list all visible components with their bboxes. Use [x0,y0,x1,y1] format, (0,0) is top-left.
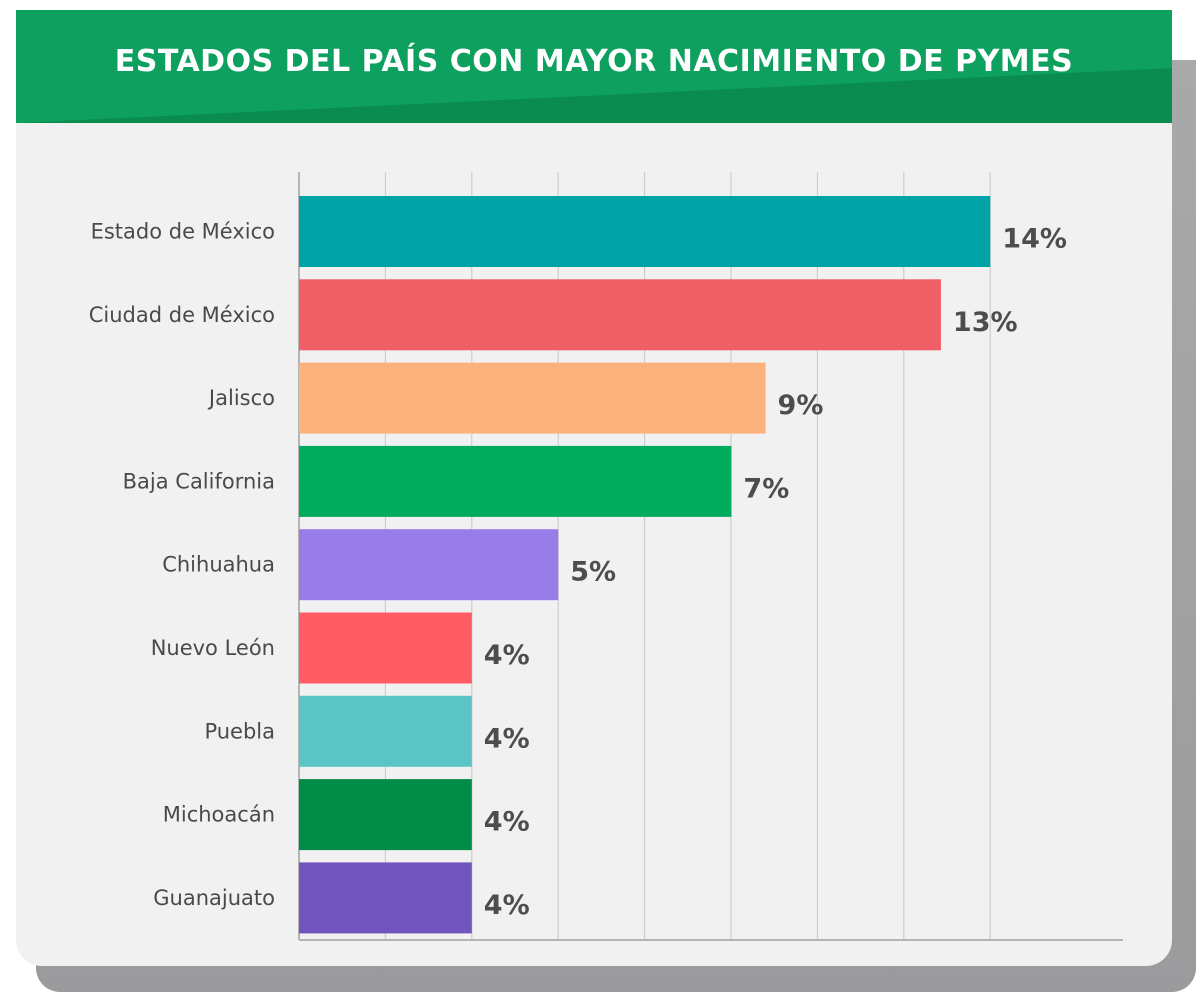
data-label: 9% [778,390,824,421]
bar-chart: Estado de México 14% Ciudad de México 13% Ja… [89,172,1123,941]
category-label: Puebla [204,719,275,743]
chart-title: ESTADOS DEL PAÍS CON MAYOR NACIMIENTO DE… [114,44,1074,79]
category-label: Baja California [123,469,275,493]
bar-5 [299,529,559,601]
bar-3 [299,362,766,434]
chart-card: ESTADOS DEL PAÍS CON MAYOR NACIMIENTO DE… [16,10,1172,966]
data-label: 14% [1002,224,1067,255]
bar-2 [299,279,941,351]
data-label: 4% [484,807,530,838]
category-label: Estado de México [91,220,275,244]
category-label: Nuevo León [151,636,275,660]
bar-4 [299,445,732,517]
bar-6 [299,612,472,684]
category-label: Michoacán [163,803,275,827]
category-label: Jalisco [207,386,275,410]
bar-8 [299,779,472,851]
banner-shade [16,10,1172,123]
data-label: 4% [484,723,530,754]
title-banner: ESTADOS DEL PAÍS CON MAYOR NACIMIENTO DE… [16,10,1172,123]
category-label: Guanajuato [153,886,275,910]
data-label: 7% [743,473,789,504]
data-label: 4% [484,640,530,671]
bar-7 [299,695,472,767]
category-label: Chihuahua [162,553,275,577]
data-label: 13% [953,307,1018,338]
bar-1 [299,196,991,267]
data-label: 4% [484,890,530,921]
bar-9 [299,862,472,934]
data-label: 5% [570,557,616,588]
category-label: Ciudad de México [89,303,275,327]
